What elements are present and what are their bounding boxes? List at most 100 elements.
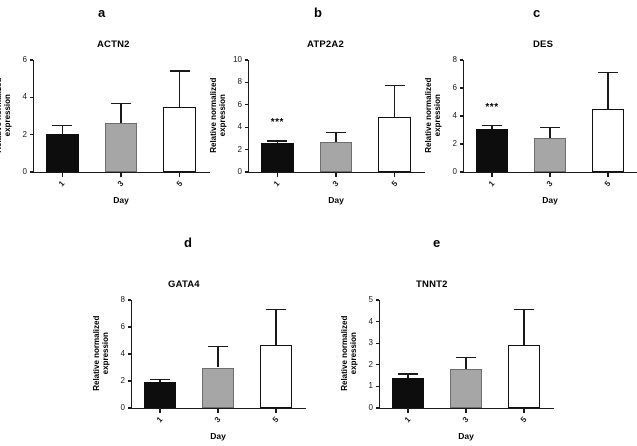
error-bar-stem-day-3 — [335, 131, 337, 143]
chart-title-e: TNNT2 — [416, 279, 448, 290]
y-tick-label: 10 — [233, 55, 242, 64]
y-tick — [244, 126, 248, 128]
y-tick — [459, 87, 463, 89]
x-tick — [276, 173, 278, 177]
panel-letter-d: d — [184, 235, 192, 250]
error-bar-stem-day-3 — [465, 356, 467, 369]
y-tick-label: 4 — [237, 122, 242, 132]
y-tick-label: 0 — [452, 167, 457, 176]
y-tick — [127, 326, 131, 328]
error-bar-stem-day-3 — [549, 127, 551, 138]
plot-area-e: 0 1 2 3 4 5 1 3 5 Day Relative normalized expressio… — [340, 296, 554, 440]
panel-letter-b: b — [314, 5, 322, 20]
x-axis-title-c: Day — [542, 195, 558, 205]
bar-day-5 — [507, 344, 541, 408]
y-axis-line — [248, 60, 250, 173]
error-bar-stem-day-1 — [61, 124, 63, 135]
x-tick-label-day-3: 3 — [460, 415, 471, 425]
y-tick-label: 0 — [368, 403, 373, 412]
error-bar-cap-day-1 — [52, 124, 73, 127]
x-tick — [61, 173, 63, 177]
y-tick — [244, 149, 248, 151]
y-tick — [375, 364, 379, 366]
error-bar-cap-day-5 — [514, 308, 534, 310]
chart-title-d: GATA4 — [168, 279, 200, 290]
y-tick-label: 0 — [237, 167, 242, 176]
y-tick-label: 0 — [22, 167, 27, 176]
chart-title-c: DES — [533, 39, 554, 50]
y-tick — [459, 115, 463, 117]
y-tick — [375, 385, 379, 387]
error-bar-cap-day-3 — [111, 102, 131, 105]
error-bar-cap-day-1 — [150, 378, 170, 380]
y-tick-label: 6 — [237, 99, 242, 109]
y-tick — [375, 342, 379, 344]
error-bar-cap-day-5 — [266, 308, 286, 311]
error-bar-stem-day-3 — [120, 102, 122, 124]
bar-day-1 — [143, 382, 177, 408]
error-bar-cap-day-5 — [169, 70, 190, 72]
y-axis-title-line1: Relative normalized — [339, 315, 349, 391]
x-tick — [523, 409, 525, 413]
error-bar-cap-day-5 — [384, 84, 405, 86]
bar-day-5 — [591, 109, 625, 172]
bar-day-1 — [391, 377, 425, 408]
plot-area-d: 0 2 4 6 8 1 3 5 Day Relative normalized expression — [92, 296, 306, 440]
y-tick — [127, 407, 131, 409]
y-tick — [127, 380, 131, 382]
x-tick — [217, 409, 219, 413]
x-tick — [607, 173, 609, 177]
y-axis-line — [131, 300, 133, 409]
y-tick — [29, 134, 33, 136]
error-bar-stem-day-1 — [276, 140, 278, 144]
error-bar-stem-day-1 — [407, 373, 409, 378]
bar-day-3 — [201, 367, 235, 408]
bar-day-3 — [104, 123, 138, 172]
x-tick — [159, 409, 161, 413]
y-tick — [127, 353, 131, 355]
panel-letter-e: e — [433, 235, 441, 250]
panel-letter-c: c — [533, 5, 541, 20]
error-bar-stem-day-1 — [491, 125, 493, 130]
y-tick — [127, 299, 131, 301]
error-bar-cap-day-3 — [208, 345, 228, 348]
y-tick-label: 4 — [22, 92, 27, 102]
chart-title-a: ACTN2 — [97, 39, 130, 50]
error-bar-stem-day-5 — [394, 84, 396, 117]
bar-day-5 — [163, 106, 197, 172]
x-axis-line — [379, 408, 554, 410]
error-bar-stem-day-5 — [275, 308, 277, 345]
chart-title-b: ATP2A2 — [307, 39, 344, 50]
bar-day-1 — [45, 134, 79, 172]
y-tick-label: 2 — [237, 144, 242, 154]
x-tick — [335, 173, 337, 177]
y-tick-label: 8 — [120, 295, 125, 304]
error-bar-stem-day-5 — [607, 71, 609, 109]
x-tick — [407, 409, 409, 413]
y-tick-label: 6 — [452, 83, 457, 92]
y-tick-label: 8 — [237, 77, 242, 87]
significance-marker-day-1: *** — [270, 117, 284, 129]
x-axis-line — [33, 172, 210, 174]
y-tick-label: 2 — [452, 139, 457, 148]
y-tick — [29, 171, 33, 173]
x-axis-line — [463, 172, 637, 174]
y-tick-label: 4 — [120, 349, 125, 358]
bar-day-5 — [378, 116, 412, 172]
x-tick-label-day-5: 5 — [518, 415, 529, 425]
y-tick-label: 6 — [22, 55, 27, 64]
y-tick — [459, 171, 463, 173]
y-axis-title-line2: expression — [349, 332, 358, 375]
y-tick-label: 6 — [120, 322, 125, 331]
y-tick — [244, 104, 248, 106]
bar-day-1 — [260, 143, 294, 172]
error-bar-cap-day-1 — [267, 140, 288, 142]
x-tick — [465, 409, 467, 413]
error-bar-cap-day-5 — [598, 71, 618, 74]
plot-area-b: 0 2 4 6 8 10 1 *** 3 5 Day Relative normalized expre… — [209, 56, 425, 204]
error-bar-stem-day-3 — [217, 345, 219, 368]
y-tick — [244, 59, 248, 61]
